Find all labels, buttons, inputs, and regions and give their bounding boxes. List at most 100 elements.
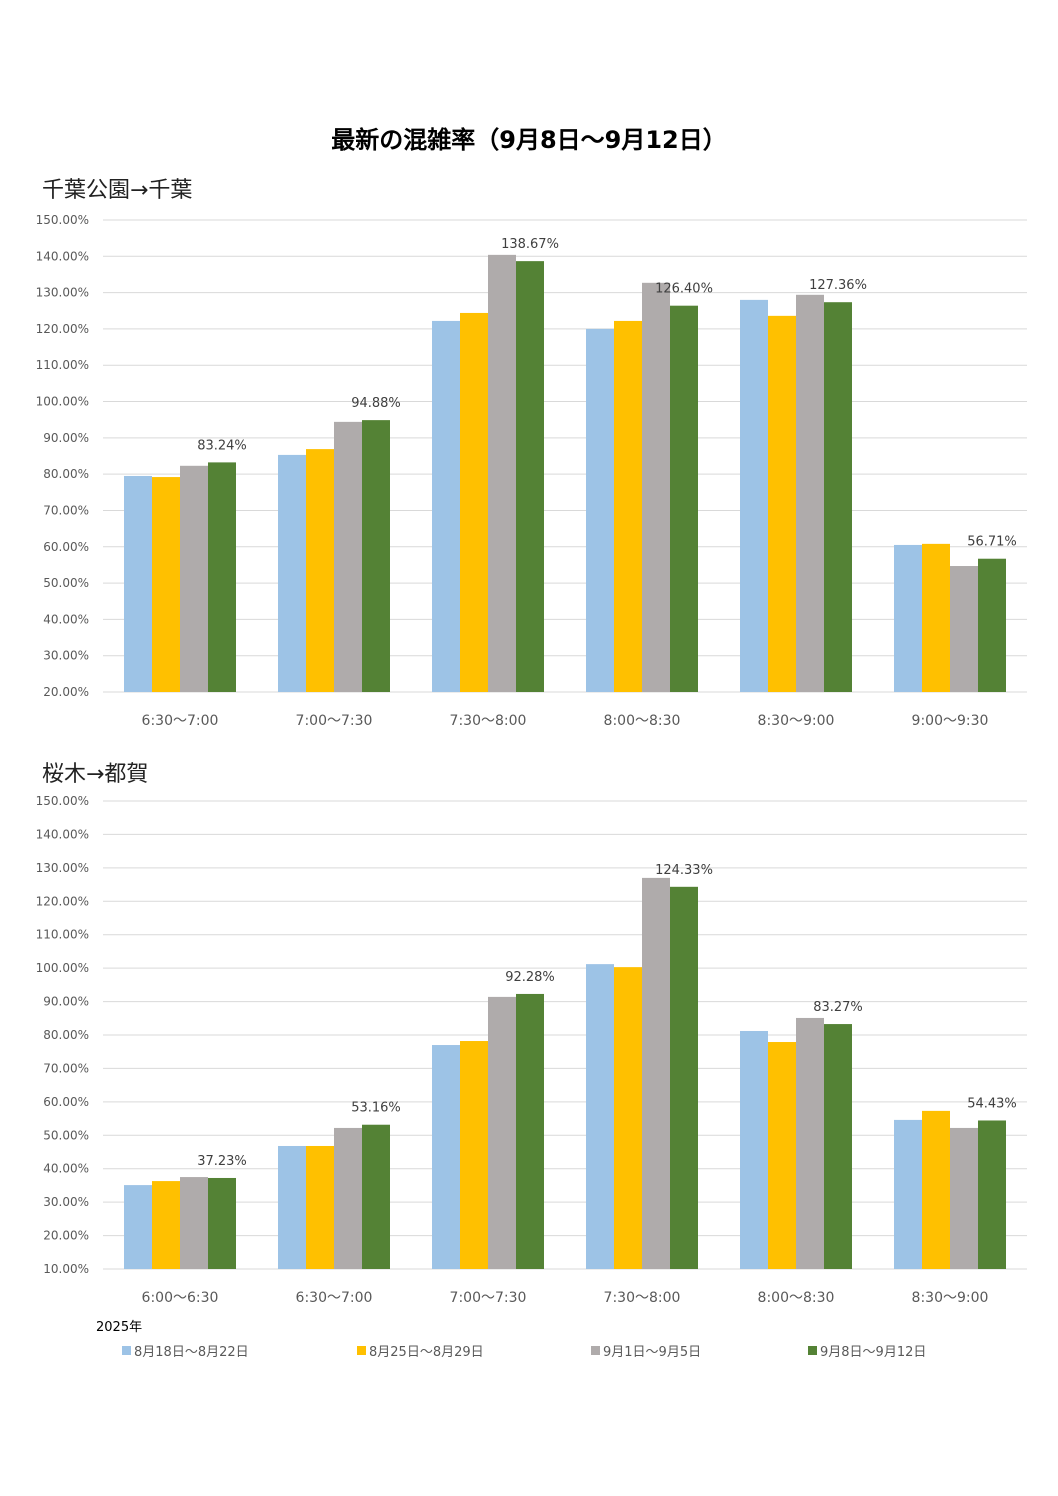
bar	[124, 1185, 152, 1269]
x-tick-label: 7:00～7:30	[450, 1290, 527, 1306]
y-tick-label: 50.00%	[43, 576, 89, 590]
legend-swatch	[122, 1346, 131, 1355]
bar	[124, 475, 152, 692]
bar	[796, 294, 824, 692]
data-label: 54.43%	[967, 1096, 1017, 1111]
data-label: 92.28%	[505, 970, 555, 985]
bar	[278, 1145, 306, 1269]
y-tick-label: 20.00%	[43, 685, 89, 699]
y-tick-label: 60.00%	[43, 540, 89, 554]
y-tick-label: 110.00%	[36, 928, 89, 942]
x-tick-label: 7:30～8:00	[604, 1290, 681, 1306]
bar	[922, 543, 950, 692]
bar	[586, 964, 614, 1269]
x-tick-label: 8:30～9:00	[912, 1290, 989, 1306]
bar	[978, 558, 1006, 692]
data-label: 83.27%	[813, 1000, 863, 1015]
y-tick-label: 50.00%	[43, 1128, 89, 1142]
legend-label: 8月25日～8月29日	[369, 1345, 484, 1360]
bar	[180, 465, 208, 692]
y-tick-label: 10.00%	[43, 1262, 89, 1276]
data-label: 83.24%	[197, 438, 247, 453]
bar	[614, 967, 642, 1269]
data-label: 94.88%	[351, 396, 401, 411]
bar	[460, 1041, 488, 1269]
y-tick-label: 30.00%	[43, 1195, 89, 1209]
data-label: 37.23%	[197, 1154, 247, 1169]
bar	[670, 886, 698, 1269]
bar	[152, 477, 180, 692]
x-tick-label: 8:00～8:30	[758, 1290, 835, 1306]
legend-item: 9月8日～9月12日	[808, 1341, 926, 1360]
y-tick-label: 150.00%	[36, 794, 89, 808]
bar	[922, 1110, 950, 1269]
bar	[432, 320, 460, 692]
data-label: 124.33%	[655, 863, 713, 878]
x-tick-label: 7:00～7:30	[296, 713, 373, 729]
bar	[488, 996, 516, 1269]
bar	[208, 1177, 236, 1269]
bar	[950, 566, 978, 692]
y-tick-label: 130.00%	[36, 286, 89, 300]
bar	[306, 449, 334, 692]
bar	[278, 454, 306, 692]
bar	[824, 302, 852, 692]
bar	[432, 1045, 460, 1269]
legend-item: 8月25日～8月29日	[357, 1341, 484, 1360]
bar	[796, 1017, 824, 1269]
y-tick-label: 80.00%	[43, 1028, 89, 1042]
data-label: 126.40%	[655, 282, 713, 297]
legend-swatch	[357, 1346, 366, 1355]
year-label: 2025年	[96, 1320, 143, 1335]
y-tick-label: 140.00%	[36, 249, 89, 263]
y-tick-label: 100.00%	[36, 961, 89, 975]
y-tick-label: 90.00%	[43, 995, 89, 1009]
bar	[334, 421, 362, 692]
chart-1-title: 千葉公園→千葉	[42, 178, 193, 203]
x-tick-label: 6:30～7:00	[142, 713, 219, 729]
bar	[768, 315, 796, 692]
x-tick-label: 7:30～8:00	[450, 713, 527, 729]
y-tick-label: 40.00%	[43, 612, 89, 626]
x-tick-label: 8:00～8:30	[604, 713, 681, 729]
y-tick-label: 70.00%	[43, 1061, 89, 1075]
y-tick-label: 130.00%	[36, 861, 89, 875]
bar	[488, 254, 516, 692]
y-tick-label: 70.00%	[43, 503, 89, 517]
y-tick-label: 90.00%	[43, 431, 89, 445]
y-tick-label: 120.00%	[36, 322, 89, 336]
y-tick-label: 110.00%	[36, 358, 89, 372]
bar	[362, 1124, 390, 1269]
y-tick-label: 140.00%	[36, 827, 89, 841]
legend-label: 8月18日～8月22日	[134, 1345, 249, 1360]
bar	[586, 328, 614, 692]
y-tick-label: 150.00%	[36, 213, 89, 227]
bar	[614, 320, 642, 692]
legend-label: 9月1日～9月5日	[603, 1345, 702, 1360]
y-tick-label: 120.00%	[36, 894, 89, 908]
bar	[460, 312, 488, 692]
legend-item: 8月18日～8月22日	[122, 1341, 249, 1360]
chart-2-title: 桜木→都賀	[42, 762, 149, 787]
x-tick-label: 9:00～9:30	[912, 713, 989, 729]
y-tick-label: 60.00%	[43, 1095, 89, 1109]
bar	[306, 1145, 334, 1269]
bar	[824, 1024, 852, 1269]
data-label: 127.36%	[809, 278, 867, 293]
bar	[516, 993, 544, 1269]
bar	[740, 1030, 768, 1269]
data-label: 56.71%	[967, 535, 1017, 550]
bar	[152, 1181, 180, 1269]
legend-swatch	[591, 1346, 600, 1355]
bar	[894, 1119, 922, 1269]
bar	[642, 282, 670, 692]
bar	[894, 544, 922, 692]
bar	[642, 877, 670, 1269]
data-label: 53.16%	[351, 1101, 401, 1116]
data-label: 138.67%	[501, 237, 559, 252]
bar	[362, 420, 390, 692]
page-title: 最新の混雑率（9月8日～9月12日）	[331, 126, 727, 154]
y-tick-label: 100.00%	[36, 395, 89, 409]
